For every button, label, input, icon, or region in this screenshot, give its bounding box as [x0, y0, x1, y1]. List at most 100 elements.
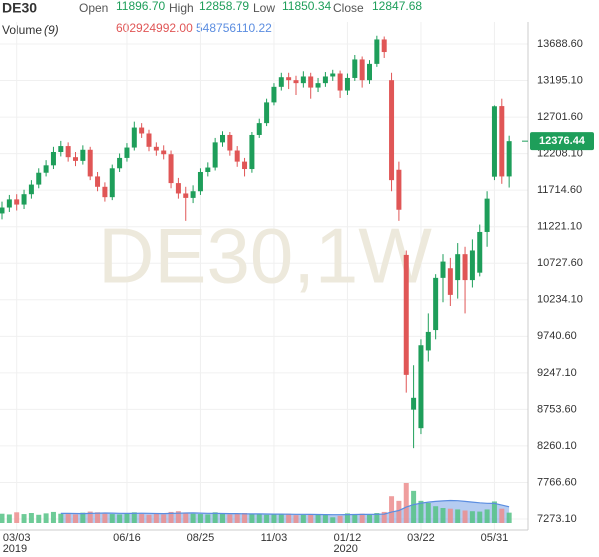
volume-bar: [168, 511, 174, 523]
x-tick-label: 01/12: [334, 532, 362, 544]
volume-bar: [212, 512, 218, 523]
x-tick-label: 03/22: [407, 532, 435, 544]
candle-body: [389, 80, 395, 181]
x-tick-label: 08/25: [187, 532, 215, 544]
y-tick-label: 9247.10: [537, 367, 577, 379]
volume-bar: [469, 511, 475, 523]
volume-bar: [131, 512, 137, 523]
volume-bar: [256, 514, 262, 523]
open-label: Open: [79, 1, 108, 15]
candle-body: [293, 80, 299, 84]
candle-body: [447, 268, 453, 295]
volume-bar: [264, 514, 270, 523]
volume-bar: [433, 506, 439, 523]
volume-bar: [21, 514, 27, 523]
volume-bar: [234, 514, 240, 523]
volume-bar: [506, 512, 512, 523]
volume-bar: [403, 483, 409, 523]
candle-body: [462, 254, 468, 281]
candle-body: [139, 127, 145, 134]
candle-body: [300, 76, 306, 84]
volume-bar: [455, 509, 461, 523]
candle-body: [227, 134, 233, 151]
volume-bar: [43, 513, 49, 523]
candle-body: [190, 191, 196, 198]
volume-bar: [293, 515, 299, 523]
candle-body: [212, 142, 218, 168]
candle-body: [491, 106, 497, 177]
candle-body: [359, 59, 365, 81]
candle-body: [396, 169, 402, 210]
volume-bar: [109, 514, 115, 523]
volume-bar: [344, 513, 350, 523]
candle-body: [286, 77, 292, 81]
y-tick-label: 12701.60: [537, 111, 583, 123]
volume-bar: [440, 508, 446, 523]
candle-body: [337, 73, 343, 91]
candle-body: [264, 102, 270, 124]
candle-body: [242, 161, 248, 170]
candle-body: [50, 151, 56, 166]
candle-body: [131, 127, 137, 148]
close-label: Close: [333, 1, 364, 15]
volume-bar: [447, 508, 453, 523]
x-tick-label: 06/16: [113, 532, 141, 544]
candle-body: [499, 106, 505, 177]
candle-body: [183, 193, 189, 198]
volume-bar: [484, 509, 490, 523]
chart-title: DE30: [2, 0, 37, 16]
volume-bar: [499, 508, 505, 523]
candle-body: [403, 254, 409, 375]
volume-bar: [227, 514, 233, 523]
volume-bar: [278, 514, 284, 523]
candle-body: [315, 83, 321, 88]
y-tick-label: 7273.10: [537, 513, 577, 525]
candle-body: [278, 77, 284, 87]
volume-bar: [87, 511, 93, 523]
candle-body: [367, 63, 372, 81]
candle-body: [14, 199, 20, 205]
volume-bar: [161, 514, 167, 523]
candle-body: [484, 198, 490, 232]
volume-bar: [14, 512, 20, 523]
candle-body: [43, 165, 49, 173]
candle-body: [418, 345, 424, 429]
volume-period: (9): [44, 23, 59, 37]
volume-bar: [50, 511, 56, 523]
candle-body: [271, 86, 277, 103]
volume-bar: [389, 496, 395, 523]
volume-bar: [36, 514, 42, 523]
volume-bar: [337, 515, 343, 523]
volume-bar: [80, 512, 86, 523]
candle-body: [220, 134, 225, 143]
volume-bar: [411, 490, 417, 523]
x-tick-label: 03/03: [3, 532, 31, 544]
candle-body: [95, 176, 101, 187]
volume-bar: [396, 500, 402, 523]
volume-bar: [205, 514, 211, 523]
candle-body: [469, 250, 475, 281]
candle-body: [87, 149, 93, 177]
x-year-label: 2019: [3, 543, 27, 555]
volume-bar: [65, 514, 71, 523]
volume-bar: [139, 514, 145, 523]
y-tick-label: 9740.60: [537, 330, 577, 342]
watermark: DE30,1W: [98, 212, 432, 300]
candle-body: [153, 146, 159, 151]
y-tick-label: 8753.60: [537, 403, 577, 415]
candle-body: [249, 134, 255, 170]
volume-bar: [0, 513, 5, 523]
volume-bar: [95, 512, 101, 523]
y-tick-label: 12208.10: [537, 148, 583, 160]
volume-bar: [220, 513, 225, 523]
candle-body: [80, 149, 86, 161]
y-tick-label: 13195.10: [537, 74, 583, 86]
y-tick-label: 10234.10: [537, 294, 583, 306]
volume-bar: [462, 510, 468, 523]
high-value: 12858.79: [199, 0, 249, 13]
candle-body: [102, 186, 108, 198]
candle-body: [352, 59, 358, 78]
open-value: 11896.70: [116, 0, 165, 13]
candle-body: [21, 194, 27, 205]
candle-body: [440, 261, 446, 278]
